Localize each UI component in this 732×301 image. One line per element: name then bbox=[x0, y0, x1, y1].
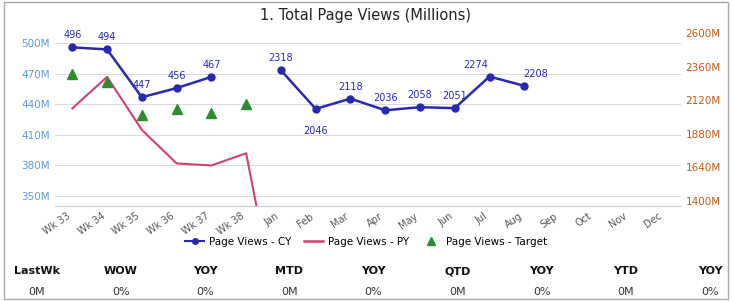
Text: 467: 467 bbox=[202, 60, 220, 70]
Text: 0M: 0M bbox=[618, 287, 634, 297]
Text: 0M: 0M bbox=[281, 287, 297, 297]
Text: 2118: 2118 bbox=[338, 82, 363, 92]
Text: 2208: 2208 bbox=[523, 69, 548, 79]
Text: 2058: 2058 bbox=[408, 90, 433, 100]
Text: 2046: 2046 bbox=[303, 126, 328, 135]
Text: LastWk: LastWk bbox=[14, 266, 59, 276]
Text: 0%: 0% bbox=[365, 287, 382, 297]
Text: 1. Total Page Views (Millions): 1. Total Page Views (Millions) bbox=[261, 8, 471, 23]
Text: 447: 447 bbox=[132, 80, 151, 90]
Text: 2274: 2274 bbox=[463, 60, 488, 70]
Text: QTD: QTD bbox=[444, 266, 471, 276]
Text: YOY: YOY bbox=[193, 266, 217, 276]
Text: 2051: 2051 bbox=[442, 91, 467, 101]
Text: 0M: 0M bbox=[449, 287, 466, 297]
Text: YOY: YOY bbox=[698, 266, 722, 276]
Text: 2318: 2318 bbox=[269, 53, 294, 63]
Text: 496: 496 bbox=[63, 30, 81, 40]
Text: MTD: MTD bbox=[275, 266, 303, 276]
Text: YTD: YTD bbox=[613, 266, 638, 276]
Text: 0M: 0M bbox=[29, 287, 45, 297]
Text: YOY: YOY bbox=[529, 266, 554, 276]
Text: 0%: 0% bbox=[112, 287, 130, 297]
Text: WOW: WOW bbox=[104, 266, 138, 276]
Legend: Page Views - CY, Page Views - PY, Page Views - Target: Page Views - CY, Page Views - PY, Page V… bbox=[181, 232, 551, 251]
Text: 0%: 0% bbox=[701, 287, 719, 297]
Text: 494: 494 bbox=[98, 33, 116, 42]
Text: 0%: 0% bbox=[533, 287, 550, 297]
Text: 2036: 2036 bbox=[373, 93, 397, 103]
Text: YOY: YOY bbox=[361, 266, 386, 276]
Text: 0%: 0% bbox=[196, 287, 214, 297]
Text: 456: 456 bbox=[168, 71, 186, 81]
